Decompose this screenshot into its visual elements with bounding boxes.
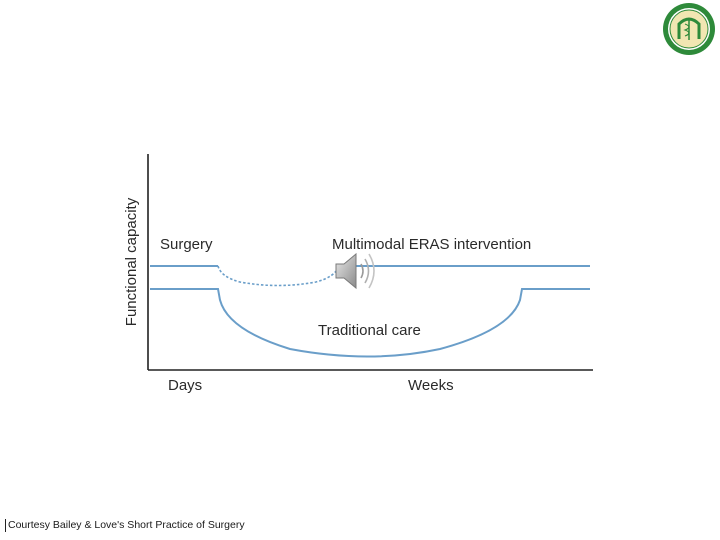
x-label-days: Days — [168, 377, 202, 394]
y-axis-label: Functional capacity — [123, 197, 140, 326]
surgery-label: Surgery — [160, 236, 213, 253]
x-label-weeks: Weeks — [408, 377, 454, 394]
traditional-care-line — [150, 288, 590, 358]
eras-dip — [217, 265, 340, 287]
traditional-care-label: Traditional care — [318, 322, 421, 339]
university-seal-icon — [663, 3, 715, 55]
speaker-icon[interactable] — [330, 248, 382, 294]
eras-label: Multimodal ERAS intervention — [332, 236, 531, 253]
source-caption: Courtesy Bailey & Love's Short Practice … — [5, 519, 245, 532]
functional-capacity-diagram: Functional capacity Surgery Multimodal E… — [123, 154, 593, 394]
